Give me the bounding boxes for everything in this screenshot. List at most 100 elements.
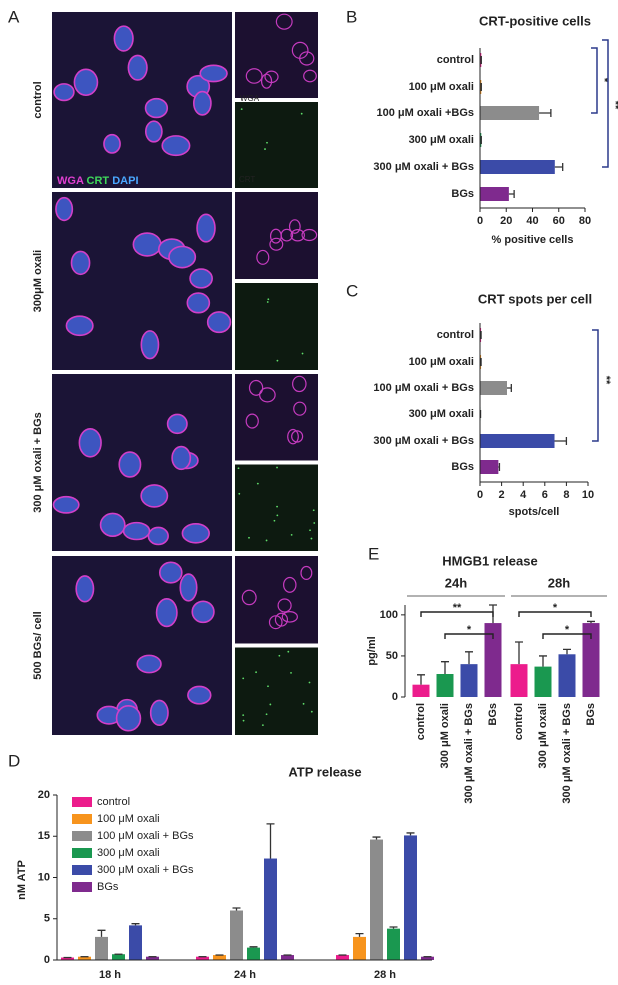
micrograph: [52, 374, 232, 551]
cell: [171, 445, 192, 471]
cell-outline: [269, 228, 282, 244]
legend-label: control: [97, 796, 130, 808]
cell-outline: [268, 615, 283, 630]
legend-swatch: [72, 882, 92, 892]
category-label: 300 μM oxali: [409, 408, 474, 420]
micrograph-wga: [235, 556, 318, 644]
bar: [370, 839, 383, 960]
y-tick-label: 0: [44, 954, 50, 966]
cell: [168, 245, 197, 269]
significance-bracket: [444, 633, 494, 639]
bar: [95, 936, 108, 960]
stain-label: CRT: [87, 175, 110, 187]
cell: [189, 268, 213, 289]
panel-letter: B: [346, 7, 357, 26]
bar: [230, 910, 243, 960]
legend-label: 100 μM oxali: [97, 813, 160, 825]
stain-label: WGA: [57, 175, 84, 187]
bar: [196, 956, 209, 960]
crt-spot: [265, 539, 268, 542]
error-bar: [539, 109, 552, 117]
error-bar: [417, 674, 425, 685]
bar: [480, 381, 507, 395]
y-tick-label: 15: [38, 830, 50, 842]
crt-spot: [287, 650, 290, 653]
crt-spot: [276, 466, 278, 469]
crt-spot: [256, 482, 259, 485]
cell: [196, 213, 216, 243]
cell-outline: [303, 69, 317, 83]
significance-bracket: [602, 39, 609, 168]
cell: [132, 232, 162, 257]
bar: [480, 106, 540, 120]
bar: [480, 434, 555, 448]
panel-letter: E: [368, 544, 379, 563]
crt-spot: [301, 352, 304, 355]
bar: [336, 955, 349, 960]
micrograph-crt: [235, 102, 318, 188]
cell: [179, 573, 198, 602]
stain-label: DAPI: [112, 175, 138, 187]
cell: [136, 654, 162, 674]
y-tick-label: 100: [380, 609, 398, 621]
crt-spot: [266, 301, 269, 303]
bar: [129, 925, 142, 960]
cell: [127, 54, 148, 81]
bar: [61, 957, 74, 960]
group-label: 24h: [445, 575, 467, 590]
bar: [510, 664, 528, 697]
y-tick-label: 5: [44, 913, 50, 925]
cell-outline: [245, 68, 263, 84]
x-tick-label: 24 h: [234, 969, 256, 981]
cell: [158, 561, 183, 584]
error-bar: [232, 907, 241, 911]
crt-spot: [248, 536, 250, 539]
error-bar: [498, 463, 501, 471]
legend-swatch: [72, 865, 92, 875]
crt-spot: [309, 529, 311, 532]
crt-spot: [310, 710, 313, 713]
crt-spot: [276, 359, 279, 362]
bar: [582, 623, 600, 697]
bar: [480, 80, 482, 94]
significance-label: **: [453, 602, 462, 614]
crt-spot: [265, 713, 268, 716]
error-bar: [441, 661, 449, 674]
cell-outline: [260, 73, 273, 89]
category-label: BGs: [451, 188, 474, 200]
x-tick-label: 80: [579, 215, 591, 227]
cell-outline: [269, 237, 284, 251]
cell-outline: [283, 576, 297, 593]
bar: [112, 954, 125, 960]
micrograph-crt: [235, 647, 318, 735]
chart-title: CRT-positive cells: [479, 13, 591, 28]
bar: [480, 53, 482, 67]
legend-label: 300 μM oxali + BGs: [97, 864, 194, 876]
category-label: 300 μM oxali: [439, 703, 451, 768]
x-tick-label: 10: [582, 489, 594, 501]
significance-bracket: [420, 611, 494, 617]
crt-spot: [266, 141, 268, 144]
micrograph-wga: [235, 192, 318, 279]
y-tick-label: 0: [392, 691, 398, 703]
cell: [75, 575, 95, 603]
crt-spot: [276, 514, 279, 517]
category-label: 100 μM oxali + BGs: [373, 382, 474, 394]
y-tick-label: 50: [386, 650, 398, 662]
legend-label: 300 μM oxali: [97, 847, 160, 859]
significance-label: *: [553, 602, 558, 614]
cell-outline: [248, 379, 264, 396]
x-tick-label: 0: [477, 489, 483, 501]
category-label: 300 μM oxali + BGs: [561, 703, 573, 804]
category-label: control: [415, 703, 427, 740]
category-label: control: [437, 329, 474, 341]
bar: [480, 160, 555, 174]
cell-outline: [291, 41, 309, 59]
row-label: 500 BGs/ cell: [32, 611, 44, 680]
row-label: control: [32, 81, 44, 118]
bar: [480, 460, 499, 474]
crt-spot: [273, 519, 276, 522]
x-tick-label: 40: [526, 215, 538, 227]
micrograph-wga: [235, 12, 318, 98]
crt-spot: [276, 505, 278, 508]
